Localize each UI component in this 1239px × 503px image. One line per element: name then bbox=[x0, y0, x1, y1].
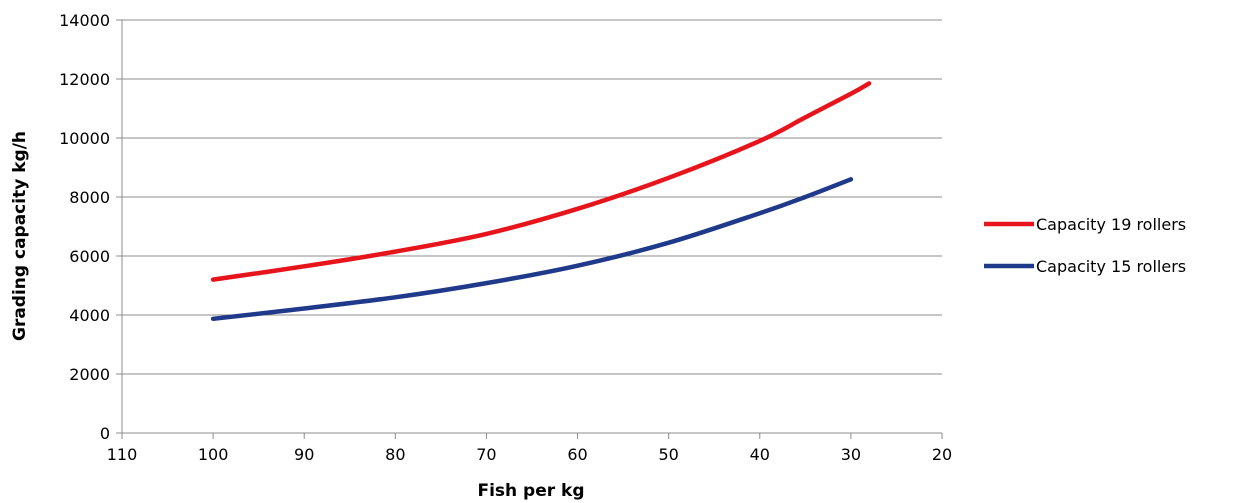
y-tick-labels: 0 2000 4000 6000 8000 10000 12000 14000 bbox=[59, 11, 110, 443]
x-tick-label: 60 bbox=[567, 445, 587, 464]
x-tick-label: 30 bbox=[841, 445, 861, 464]
y-tick-label: 8000 bbox=[69, 188, 110, 207]
x-tick-label: 70 bbox=[476, 445, 496, 464]
x-tick-label: 40 bbox=[750, 445, 770, 464]
y-tick-label: 2000 bbox=[69, 365, 110, 384]
x-axis-title: Fish per kg bbox=[477, 481, 584, 501]
y-axis-title: Grading capacity kg/h bbox=[10, 131, 30, 341]
grid-lines bbox=[122, 19, 942, 375]
x-tick-label: 50 bbox=[658, 445, 678, 464]
legend-label-1: Capacity 19 rollers bbox=[1036, 215, 1186, 234]
y-tick-label: 0 bbox=[100, 424, 110, 443]
x-tick-label: 80 bbox=[385, 445, 405, 464]
y-tick-label: 14000 bbox=[59, 11, 110, 30]
legend: Capacity 19 rollers Capacity 15 rollers bbox=[984, 215, 1186, 276]
series-line-1 bbox=[210, 81, 872, 282]
y-tick-label: 12000 bbox=[59, 70, 110, 89]
y-tick-label: 4000 bbox=[69, 306, 110, 325]
y-tick-label: 10000 bbox=[59, 129, 110, 148]
legend-label-2: Capacity 15 rollers bbox=[1036, 257, 1186, 276]
x-tick-label: 100 bbox=[198, 445, 229, 464]
x-tick-label: 110 bbox=[107, 445, 138, 464]
x-tick-label: 20 bbox=[932, 445, 952, 464]
axes bbox=[116, 19, 943, 439]
series-lines bbox=[210, 81, 872, 322]
x-tick-labels: 110 100 90 80 70 60 50 40 30 20 bbox=[107, 445, 952, 464]
series-line-2 bbox=[210, 177, 854, 322]
x-tick-label: 90 bbox=[294, 445, 314, 464]
y-tick-label: 6000 bbox=[69, 247, 110, 266]
